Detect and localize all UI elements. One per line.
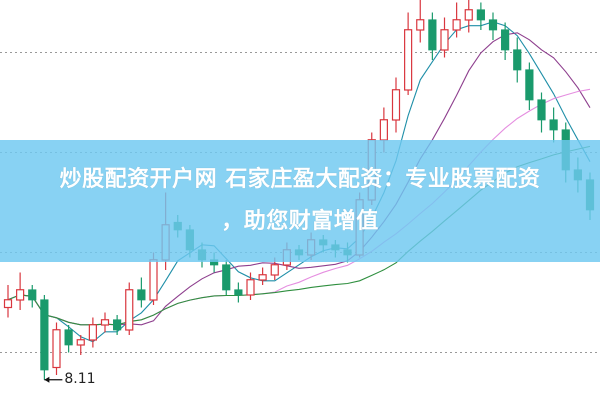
candle-up	[149, 259, 158, 301]
candle-down	[525, 69, 534, 101]
candle-up	[100, 319, 110, 326]
candle-up	[452, 19, 461, 31]
candle-up	[16, 289, 25, 301]
candle-down	[549, 119, 558, 131]
candle-up	[246, 279, 255, 296]
candle-up	[464, 9, 473, 21]
candle-down	[222, 264, 231, 291]
min-arrow-head	[44, 376, 50, 383]
candle-down	[488, 19, 498, 31]
candle-up	[258, 274, 267, 281]
candle-up	[440, 29, 449, 51]
candle-down	[28, 289, 37, 301]
candle-down	[64, 329, 73, 346]
candle-down	[476, 9, 485, 21]
candle-down	[40, 299, 49, 371]
candle-down	[234, 289, 243, 296]
candle-up	[270, 264, 279, 276]
candle-up	[3, 299, 13, 309]
candle-up	[379, 119, 388, 141]
banner-line-2: ，助您财富增值	[221, 209, 379, 234]
candle-up	[391, 89, 401, 121]
candle-up	[416, 19, 425, 31]
candle-up	[125, 289, 134, 331]
candle-up	[52, 329, 61, 369]
candle-up	[76, 339, 85, 346]
candle-down	[501, 29, 510, 51]
candle-down	[113, 319, 122, 331]
candle-down	[537, 99, 546, 121]
banner-line-1: 炒股配资开户网 石家庄盈大配资：专业股票配资	[59, 167, 541, 192]
candle-down	[137, 289, 146, 301]
min-price-label: 8.11	[64, 370, 96, 387]
candle-up	[404, 29, 413, 91]
promo-banner: 炒股配资开户网 石家庄盈大配资：专业股票配资 ，助您财富增值	[0, 140, 600, 262]
candle-down	[513, 49, 522, 71]
candle-up	[88, 324, 97, 341]
candle-down	[428, 19, 437, 51]
